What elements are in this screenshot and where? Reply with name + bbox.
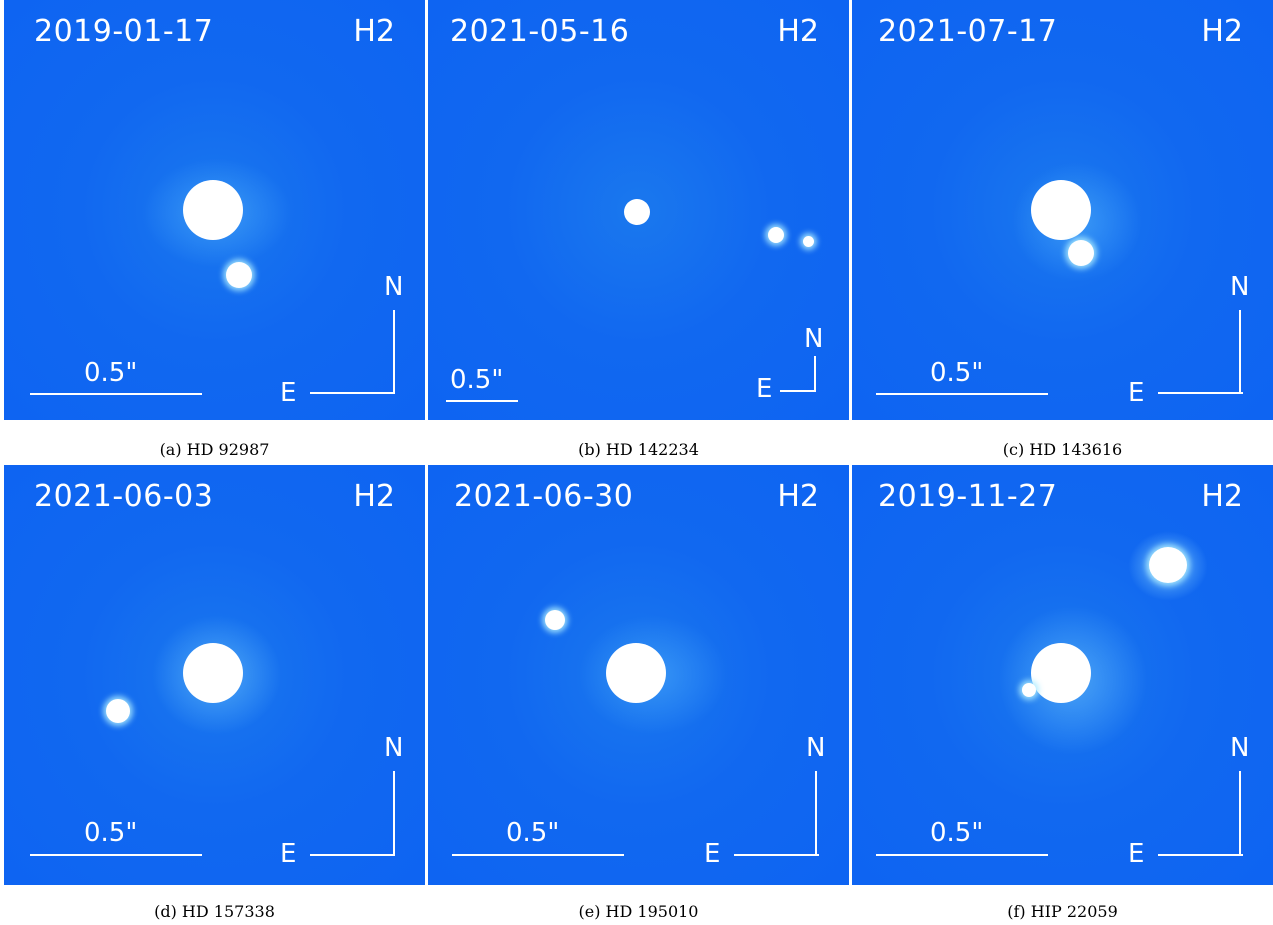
companion-source: [768, 227, 784, 243]
east-label: E: [280, 378, 297, 408]
primary-star-mask: [624, 199, 650, 225]
observation-date: 2021-07-17: [878, 14, 1058, 49]
east-label: E: [756, 374, 773, 404]
east-arrow: [310, 392, 395, 394]
scale-bar-label: 0.5": [84, 818, 138, 848]
observation-date: 2019-01-17: [34, 14, 214, 49]
image-panel-f: 2019-11-27 H2 0.5" E N: [852, 465, 1273, 885]
east-arrow: [734, 854, 819, 856]
panel-caption: (c) HD 143616: [1002, 440, 1123, 459]
east-arrow: [1158, 392, 1243, 394]
north-arrow: [393, 771, 395, 856]
panel-caption: (e) HD 195010: [578, 902, 699, 921]
north-arrow: [1239, 771, 1241, 856]
scale-bar-label: 0.5": [84, 358, 138, 388]
observation-date: 2021-05-16: [450, 14, 630, 49]
north-label: N: [804, 324, 824, 354]
east-label: E: [1128, 839, 1145, 869]
primary-star-mask: [183, 180, 243, 240]
panel-caption: (b) HD 142234: [578, 440, 699, 459]
scale-bar-label: 0.5": [506, 818, 560, 848]
companion-source: [545, 610, 565, 630]
primary-star-mask: [606, 643, 666, 703]
image-panel-d: 2021-06-03 H2 0.5" E N: [4, 465, 425, 885]
primary-star-mask: [1031, 180, 1091, 240]
scale-bar: [452, 854, 624, 856]
north-label: N: [806, 733, 826, 763]
filter-label: H2: [777, 479, 819, 514]
filter-label: H2: [1201, 479, 1243, 514]
image-panel-a: 2019-01-17 H2 0.5" E N: [4, 0, 425, 420]
scale-bar-label: 0.5": [930, 818, 984, 848]
companion-source: [1149, 547, 1187, 583]
filter-label: H2: [353, 479, 395, 514]
east-arrow: [780, 390, 816, 392]
companion-source: [106, 699, 130, 723]
east-arrow: [310, 854, 395, 856]
scale-bar: [30, 393, 202, 395]
observation-date: 2021-06-03: [34, 479, 214, 514]
panel-caption: (a) HD 92987: [159, 440, 270, 459]
primary-star-mask: [183, 643, 243, 703]
north-label: N: [384, 733, 404, 763]
companion-source: [226, 262, 252, 288]
east-label: E: [704, 839, 721, 869]
east-label: E: [1128, 378, 1145, 408]
image-panel-c: 2021-07-17 H2 0.5" E N: [852, 0, 1273, 420]
companion-source: [1068, 240, 1094, 266]
primary-star-mask: [1031, 643, 1091, 703]
filter-label: H2: [777, 14, 819, 49]
scale-bar: [876, 854, 1048, 856]
companion-source: [1022, 683, 1036, 697]
scale-bar: [30, 854, 202, 856]
north-arrow: [393, 310, 395, 394]
scale-bar: [876, 393, 1048, 395]
north-label: N: [1230, 733, 1250, 763]
panel-caption: (f) HIP 22059: [1007, 902, 1118, 921]
east-label: E: [280, 839, 297, 869]
observation-date: 2021-06-30: [454, 479, 634, 514]
filter-label: H2: [353, 14, 395, 49]
filter-label: H2: [1201, 14, 1243, 49]
north-label: N: [384, 272, 404, 302]
scale-bar-label: 0.5": [930, 358, 984, 388]
image-panel-e: 2021-06-30 H2 0.5" E N: [428, 465, 849, 885]
observation-date: 2019-11-27: [878, 479, 1058, 514]
north-arrow: [1239, 310, 1241, 394]
panel-caption: (d) HD 157338: [154, 902, 275, 921]
scale-bar-label: 0.5": [450, 365, 504, 395]
companion-source: [803, 236, 814, 247]
north-arrow: [815, 771, 817, 856]
north-arrow: [814, 356, 816, 392]
scale-bar: [446, 400, 518, 402]
east-arrow: [1158, 854, 1243, 856]
north-label: N: [1230, 272, 1250, 302]
image-panel-b: 2021-05-16 H2 0.5" E N: [428, 0, 849, 420]
